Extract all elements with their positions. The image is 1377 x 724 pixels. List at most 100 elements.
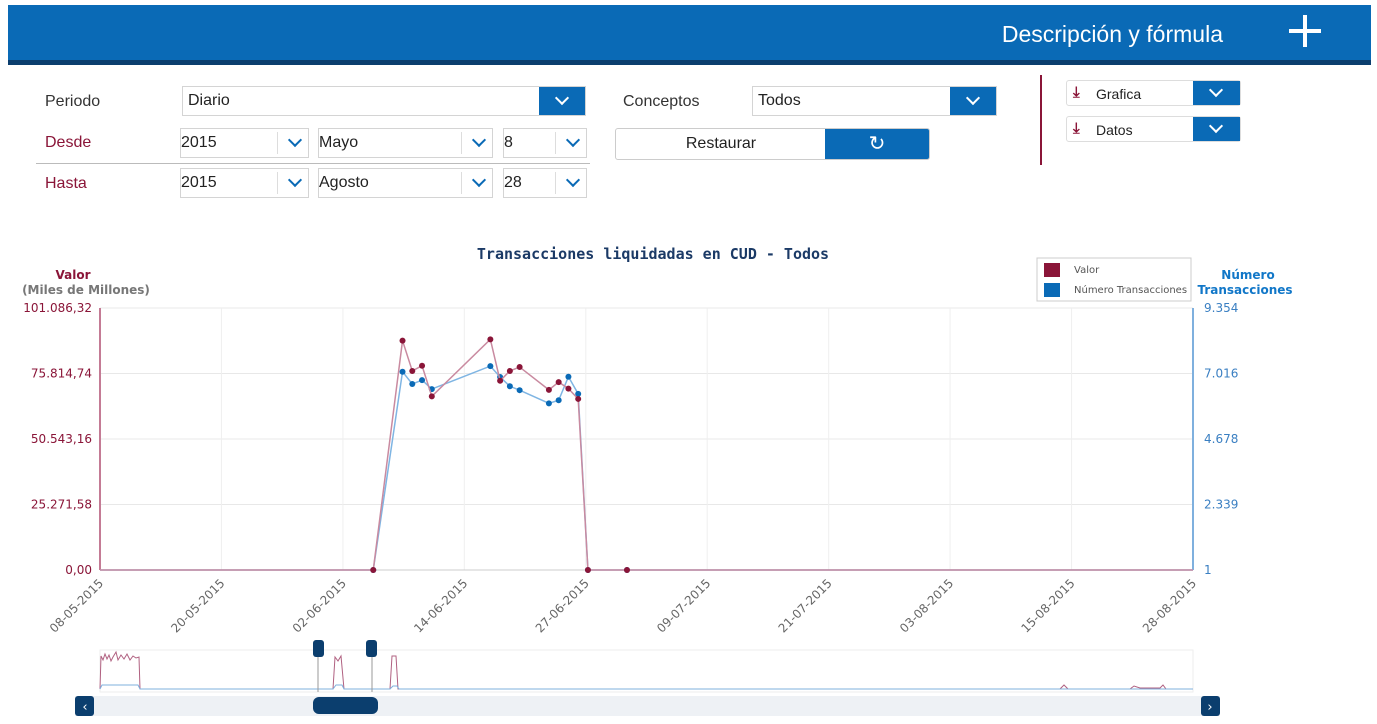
desde-year-select[interactable]: 2015 bbox=[180, 128, 309, 158]
restaurar-button[interactable]: Restaurar ↻ bbox=[615, 128, 930, 160]
chevron-right-icon: › bbox=[1207, 700, 1212, 715]
data-point-valor[interactable] bbox=[497, 377, 504, 384]
x-tick-label: 02-06-2015 bbox=[290, 576, 349, 635]
periodo-dropdown-button[interactable] bbox=[539, 87, 585, 115]
y-axis-right-label: Número bbox=[1221, 268, 1274, 282]
y-tick-label-right: 4.678 bbox=[1204, 432, 1238, 446]
x-tick-label: 14-06-2015 bbox=[411, 576, 470, 635]
data-point-valor[interactable] bbox=[545, 386, 552, 393]
chevron-down-icon bbox=[1208, 82, 1224, 98]
navigator-line-transacciones bbox=[99, 684, 1193, 690]
data-point-transacciones[interactable] bbox=[487, 363, 494, 370]
data-point-valor[interactable] bbox=[623, 567, 630, 573]
data-point-transacciones[interactable] bbox=[409, 381, 416, 388]
hasta-day-value: 28 bbox=[504, 174, 522, 191]
series-lines bbox=[100, 336, 1193, 573]
navigator-area bbox=[99, 649, 1194, 693]
x-tick-label: 03-08-2015 bbox=[897, 576, 956, 635]
header-bar: Descripción y fórmula bbox=[8, 5, 1371, 65]
scrollbar-track[interactable] bbox=[75, 696, 1220, 716]
chevron-down-icon[interactable] bbox=[565, 172, 581, 188]
download-icon: ⤓ bbox=[1073, 120, 1080, 137]
scroll-left-button[interactable] bbox=[75, 696, 94, 716]
y-tick-label-left: 50.543,16 bbox=[31, 432, 92, 446]
datos-label: Datos bbox=[1096, 122, 1133, 138]
data-point-transacciones[interactable] bbox=[545, 400, 552, 407]
data-point-transacciones[interactable] bbox=[516, 387, 523, 394]
data-point-valor[interactable] bbox=[399, 337, 406, 344]
chevron-down-icon bbox=[554, 90, 570, 106]
conceptos-value: Todos bbox=[758, 92, 801, 109]
data-point-valor[interactable] bbox=[487, 336, 494, 343]
divider-vertical bbox=[1040, 75, 1042, 165]
navigator-right-handle[interactable] bbox=[366, 640, 377, 657]
data-point-valor[interactable] bbox=[506, 367, 513, 374]
data-point-transacciones[interactable] bbox=[506, 383, 513, 390]
hasta-month-value: Agosto bbox=[319, 174, 369, 191]
data-point-transacciones[interactable] bbox=[575, 390, 582, 397]
data-point-transacciones[interactable] bbox=[565, 373, 572, 380]
conceptos-select[interactable]: Todos bbox=[752, 86, 997, 116]
plus-icon[interactable] bbox=[1289, 15, 1321, 47]
data-point-valor[interactable] bbox=[584, 567, 591, 573]
data-point-transacciones[interactable] bbox=[555, 397, 562, 404]
y-tick-label-left: 75.814,74 bbox=[31, 367, 92, 381]
y-tick-label-right: 1 bbox=[1204, 563, 1212, 577]
data-point-valor[interactable] bbox=[575, 395, 582, 402]
hasta-label: Hasta bbox=[45, 175, 87, 192]
y-tick-label-left: 25.271,58 bbox=[31, 498, 92, 512]
data-point-valor[interactable] bbox=[409, 367, 416, 374]
axes: 0,00 1 25.271,58 2.339 50.543,16 4.678 75.814,… bbox=[23, 301, 1238, 635]
navigator[interactable]: ‹ › bbox=[75, 640, 1220, 716]
x-tick-label: 27-06-2015 bbox=[533, 576, 592, 635]
chevron-down-icon[interactable] bbox=[287, 172, 303, 188]
data-point-valor[interactable] bbox=[370, 567, 377, 573]
download-icon: ⤓ bbox=[1073, 84, 1080, 101]
chart-title: Transacciones liquidadas en CUD - Todos bbox=[477, 245, 829, 263]
x-tick-label: 15-08-2015 bbox=[1018, 576, 1077, 635]
legend-label-valor[interactable]: Valor bbox=[1074, 265, 1100, 276]
navigator-left-handle[interactable] bbox=[313, 640, 324, 657]
chevron-down-icon[interactable] bbox=[287, 132, 303, 148]
legend-label-transacciones[interactable]: Número Transacciones bbox=[1074, 284, 1187, 296]
scroll-right-button[interactable] bbox=[1201, 696, 1220, 716]
y-tick-label-left: 101.086,32 bbox=[23, 301, 92, 315]
data-point-valor[interactable] bbox=[516, 364, 523, 371]
divider bbox=[36, 163, 590, 164]
restaurar-label: Restaurar bbox=[685, 135, 757, 152]
data-point-valor[interactable] bbox=[428, 393, 435, 400]
chevron-left-icon: ‹ bbox=[82, 700, 87, 715]
legend-swatch-transacciones bbox=[1044, 283, 1060, 297]
grafica-dropdown-button[interactable] bbox=[1193, 81, 1240, 105]
desde-year-value: 2015 bbox=[181, 134, 217, 151]
page-title[interactable]: Descripción y fórmula bbox=[1001, 21, 1223, 47]
desde-month-select[interactable]: Mayo bbox=[318, 128, 493, 158]
periodo-label: Periodo bbox=[45, 93, 101, 110]
data-point-valor[interactable] bbox=[565, 385, 572, 392]
download-grafica-button[interactable]: ⤓ Grafica bbox=[1066, 80, 1241, 106]
hasta-year-select[interactable]: 2015 bbox=[180, 168, 309, 198]
chevron-down-icon[interactable] bbox=[471, 132, 487, 148]
datos-dropdown-button[interactable] bbox=[1193, 117, 1240, 141]
desde-day-select[interactable]: 8 bbox=[503, 128, 587, 158]
conceptos-dropdown-button[interactable] bbox=[950, 87, 996, 115]
periodo-select[interactable]: Diario bbox=[182, 86, 586, 116]
hasta-year-value: 2015 bbox=[181, 174, 217, 191]
data-point-valor[interactable] bbox=[555, 379, 562, 386]
y-tick-label-right: 2.339 bbox=[1204, 498, 1238, 512]
series-line-transacciones bbox=[100, 365, 1193, 571]
chevron-down-icon[interactable] bbox=[565, 132, 581, 148]
chevron-down-icon[interactable] bbox=[471, 172, 487, 188]
x-tick-label: 20-05-2015 bbox=[168, 576, 227, 635]
hasta-day-select[interactable]: 28 bbox=[503, 168, 587, 198]
legend-box bbox=[1036, 257, 1192, 302]
data-point-transacciones[interactable] bbox=[419, 377, 426, 384]
download-datos-button[interactable]: ⤓ Datos bbox=[1066, 116, 1241, 142]
legend[interactable]: Valor Número Transacciones bbox=[1036, 257, 1192, 302]
data-point-transacciones[interactable] bbox=[399, 368, 406, 375]
data-point-valor[interactable] bbox=[419, 362, 426, 369]
scrollbar-thumb[interactable] bbox=[313, 697, 378, 714]
hasta-month-select[interactable]: Agosto bbox=[318, 168, 493, 198]
desde-label: Desde bbox=[45, 134, 92, 151]
refresh-icon: ↻ bbox=[825, 129, 929, 159]
